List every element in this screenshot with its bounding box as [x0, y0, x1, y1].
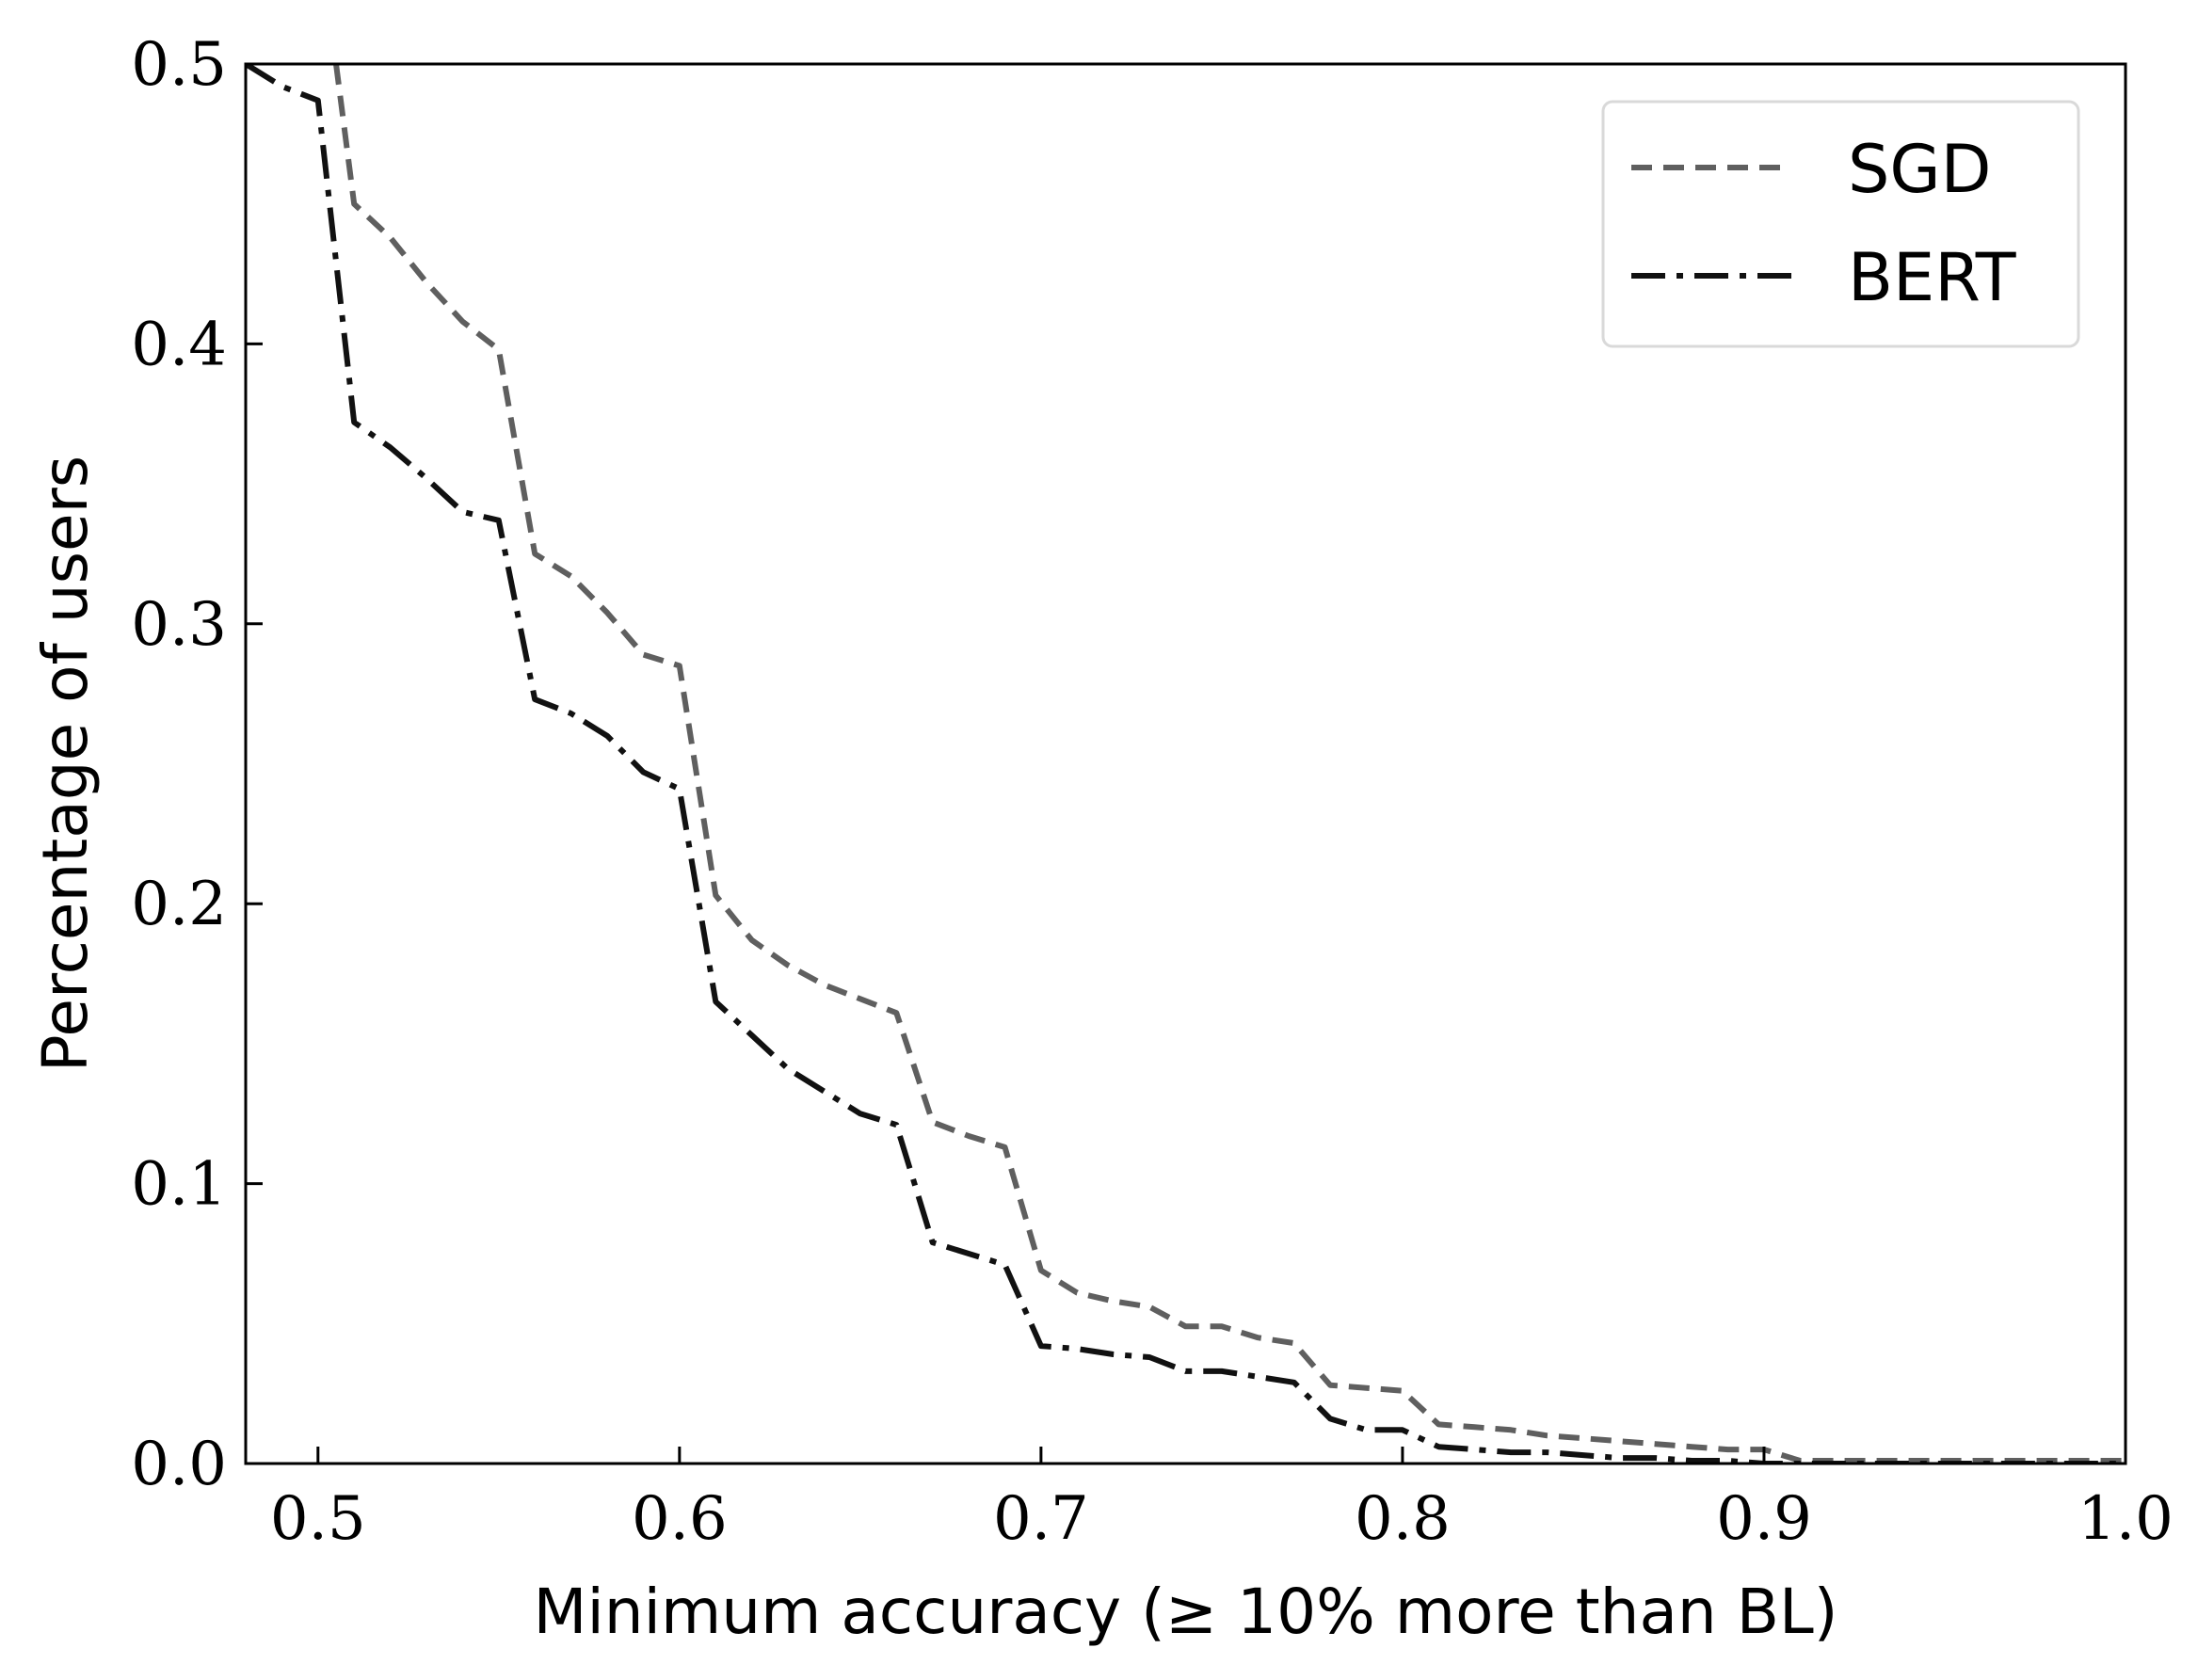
series-line-sgd [333, 64, 2126, 1464]
series-line-bert [246, 64, 2126, 1464]
x-tick-label: 0.7 [993, 1484, 1089, 1554]
legend-label-sgd: SGD [1848, 131, 1992, 208]
plot-frame [244, 62, 2127, 1465]
x-axis-label: Minimum accuracy (≥ 10% more than BL) [534, 1576, 1838, 1648]
legend-label-bert: BERT [1848, 239, 2016, 316]
y-tick-label: 0.1 [131, 1150, 227, 1220]
legend-box [1601, 100, 2080, 348]
y-axis: 0.0 0.1 0.2 0.3 0.4 0.5 [131, 30, 263, 1499]
x-axis: 0.5 0.6 0.7 0.8 0.9 1.0 [270, 1447, 2174, 1554]
x-tick-label: 0.8 [1355, 1484, 1451, 1554]
x-tick-label: 0.5 [270, 1484, 366, 1554]
x-tick-label: 0.6 [632, 1484, 728, 1554]
series-layer [246, 64, 2126, 1464]
x-tick-label: 1.0 [2078, 1484, 2174, 1554]
y-tick-label: 0.5 [131, 30, 227, 100]
legend: SGD BERT [1601, 100, 2080, 348]
x-tick-label: 0.9 [1716, 1484, 1812, 1554]
y-tick-label: 0.3 [131, 590, 227, 660]
y-tick-label: 0.2 [131, 870, 227, 939]
y-tick-label: 0.4 [131, 310, 227, 379]
y-axis-label: Percentage of users [29, 456, 102, 1072]
y-tick-label: 0.0 [131, 1430, 227, 1499]
